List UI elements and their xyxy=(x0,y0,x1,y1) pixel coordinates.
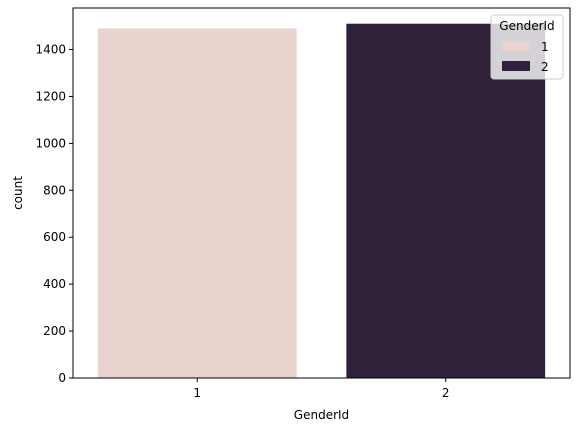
legend-title: GenderId xyxy=(499,19,554,33)
y-tick-label: 400 xyxy=(43,277,66,291)
bar-1 xyxy=(97,28,297,379)
y-tick-label: 600 xyxy=(43,230,66,244)
axes-frame xyxy=(72,7,571,379)
legend-label-2: 2 xyxy=(541,60,549,74)
legend-swatch-2 xyxy=(502,61,530,71)
y-tick-label: 1400 xyxy=(35,43,66,57)
legend-items: 12 xyxy=(502,40,549,74)
y-tick-label: 800 xyxy=(43,183,66,197)
x-tick-label: 1 xyxy=(193,386,201,400)
legend: GenderId 12 xyxy=(490,14,564,80)
bars-group xyxy=(97,23,546,379)
y-tick-label: 1000 xyxy=(35,136,66,150)
legend-label-1: 1 xyxy=(541,40,549,54)
y-tick-label: 200 xyxy=(43,324,66,338)
plot-area xyxy=(72,7,571,379)
x-tick-label: 2 xyxy=(442,386,450,400)
y-axis: 0 200 400 600 800 1000 1200 1400 xyxy=(35,43,73,385)
y-tick-label: 0 xyxy=(58,371,66,385)
x-axis-label: GenderId xyxy=(294,408,349,422)
legend-swatch-1 xyxy=(502,41,530,51)
y-tick-label: 1200 xyxy=(35,89,66,103)
y-axis-label: count xyxy=(11,176,25,210)
bar-2 xyxy=(346,23,546,378)
